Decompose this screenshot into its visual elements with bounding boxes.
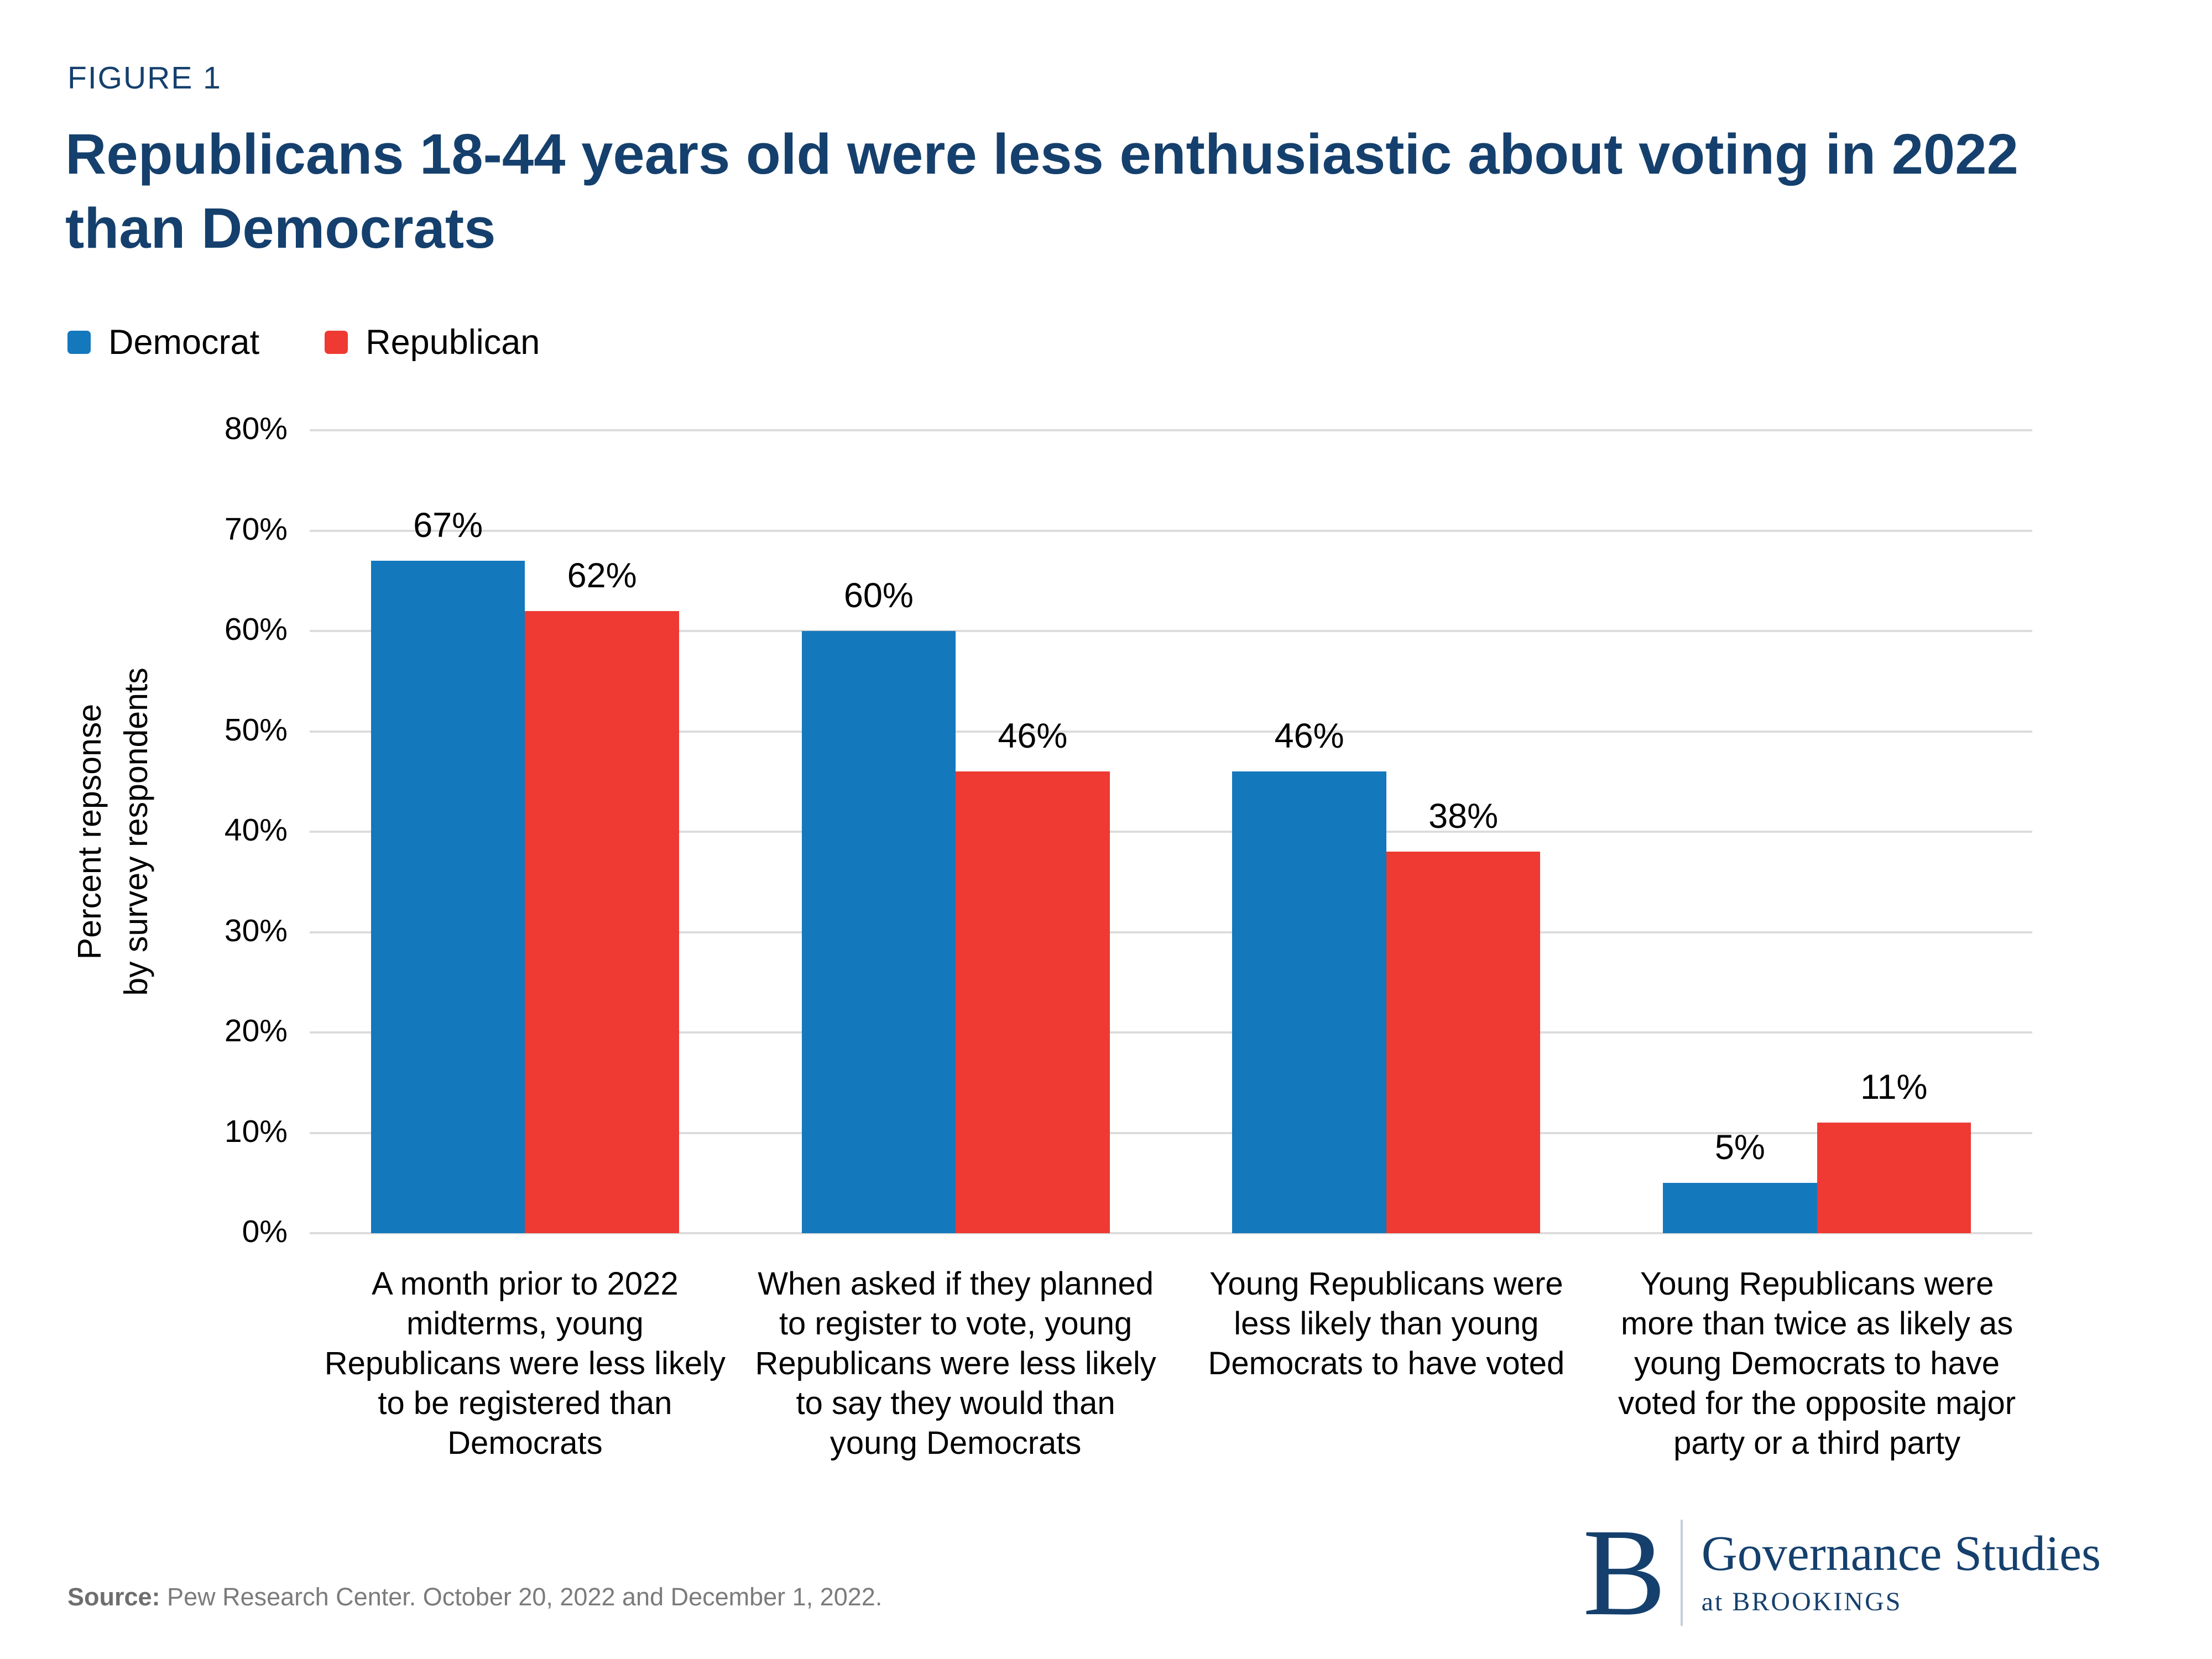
gridline-70 bbox=[310, 529, 2032, 532]
legend-label: Republican bbox=[366, 323, 540, 362]
bar-democrat-4 bbox=[1663, 1183, 1817, 1233]
gridline-30 bbox=[310, 931, 2032, 933]
legend-item-republican: Republican bbox=[325, 322, 540, 362]
bar-democrat-1 bbox=[371, 560, 525, 1233]
bar-republican-4 bbox=[1817, 1123, 1971, 1233]
category-label-1: A month prior to 2022 midterms, young Re… bbox=[324, 1266, 726, 1461]
bar-democrat-2 bbox=[801, 631, 956, 1233]
bar-republican-1 bbox=[525, 611, 679, 1233]
bar-value-democrat-3: 46% bbox=[1274, 717, 1344, 756]
gridline-80 bbox=[310, 429, 2032, 431]
y-tick-label-20: 20% bbox=[224, 1013, 288, 1048]
logo-sub-name: at BROOKINGS bbox=[1701, 1587, 1902, 1616]
bar-value-republican-2: 46% bbox=[998, 717, 1068, 756]
gridline-60 bbox=[310, 630, 2032, 632]
gridline-50 bbox=[310, 730, 2032, 733]
y-tick-label-50: 50% bbox=[224, 712, 288, 748]
y-tick-label-80: 80% bbox=[224, 411, 288, 446]
gridline-40 bbox=[310, 831, 2032, 833]
figure-label: FIGURE 1 bbox=[67, 60, 222, 96]
legend: Democrat Republican bbox=[67, 322, 540, 362]
brookings-logo: B Governance Studies at BROOKINGS bbox=[1583, 1503, 2101, 1642]
legend-item-democrat: Democrat bbox=[67, 322, 259, 362]
category-label-4: Young Republicans were more than twice a… bbox=[1618, 1266, 2016, 1461]
legend-swatch-republican bbox=[325, 331, 348, 354]
source-note: Source: Pew Research Center. October 20,… bbox=[67, 1583, 882, 1611]
bar-value-republican-3: 38% bbox=[1428, 797, 1499, 836]
plot-area: 0% 10% 20% 30% 40% 50% 60% 70% 80% 67% 62% A month … bbox=[225, 411, 2032, 1461]
bar-value-republican-4: 11% bbox=[1860, 1068, 1928, 1107]
source-text: Pew Research Center. October 20, 2022 an… bbox=[160, 1583, 883, 1611]
brookings-monogram: B bbox=[1583, 1503, 1666, 1642]
y-tick-label-30: 30% bbox=[224, 912, 288, 948]
bar-value-democrat-1: 67% bbox=[413, 505, 483, 545]
category-label-2: When asked if they planned to register t… bbox=[755, 1266, 1156, 1461]
y-tick-label-40: 40% bbox=[224, 812, 288, 848]
category-label-3: Young Republicans were less likely than … bbox=[1208, 1266, 1565, 1381]
y-tick-label-0: 0% bbox=[242, 1214, 288, 1249]
bar-value-republican-1: 62% bbox=[567, 556, 637, 595]
source-label: Source: bbox=[67, 1583, 160, 1611]
legend-label: Democrat bbox=[108, 323, 260, 362]
gridline-20 bbox=[310, 1031, 2032, 1034]
bar-republican-2 bbox=[956, 771, 1110, 1233]
logo-divider bbox=[1680, 1520, 1683, 1626]
chart-title: Republicans 18-44 years old were less en… bbox=[65, 122, 2018, 260]
legend-swatch-democrat bbox=[67, 331, 91, 354]
logo-text-block: Governance Studies at BROOKINGS bbox=[1701, 1526, 2101, 1617]
bar-democrat-3 bbox=[1232, 771, 1386, 1233]
y-tick-label-70: 70% bbox=[224, 511, 288, 547]
bar-value-democrat-2: 60% bbox=[843, 576, 914, 615]
logo-org-name: Governance Studies bbox=[1701, 1526, 2101, 1581]
bar-value-democrat-4: 5% bbox=[1714, 1128, 1765, 1167]
gridline-10 bbox=[310, 1131, 2032, 1134]
y-tick-label-60: 60% bbox=[224, 612, 288, 647]
y-tick-label-10: 10% bbox=[224, 1113, 288, 1149]
bar-republican-3 bbox=[1386, 852, 1541, 1233]
gridline-0 bbox=[310, 1232, 2032, 1234]
